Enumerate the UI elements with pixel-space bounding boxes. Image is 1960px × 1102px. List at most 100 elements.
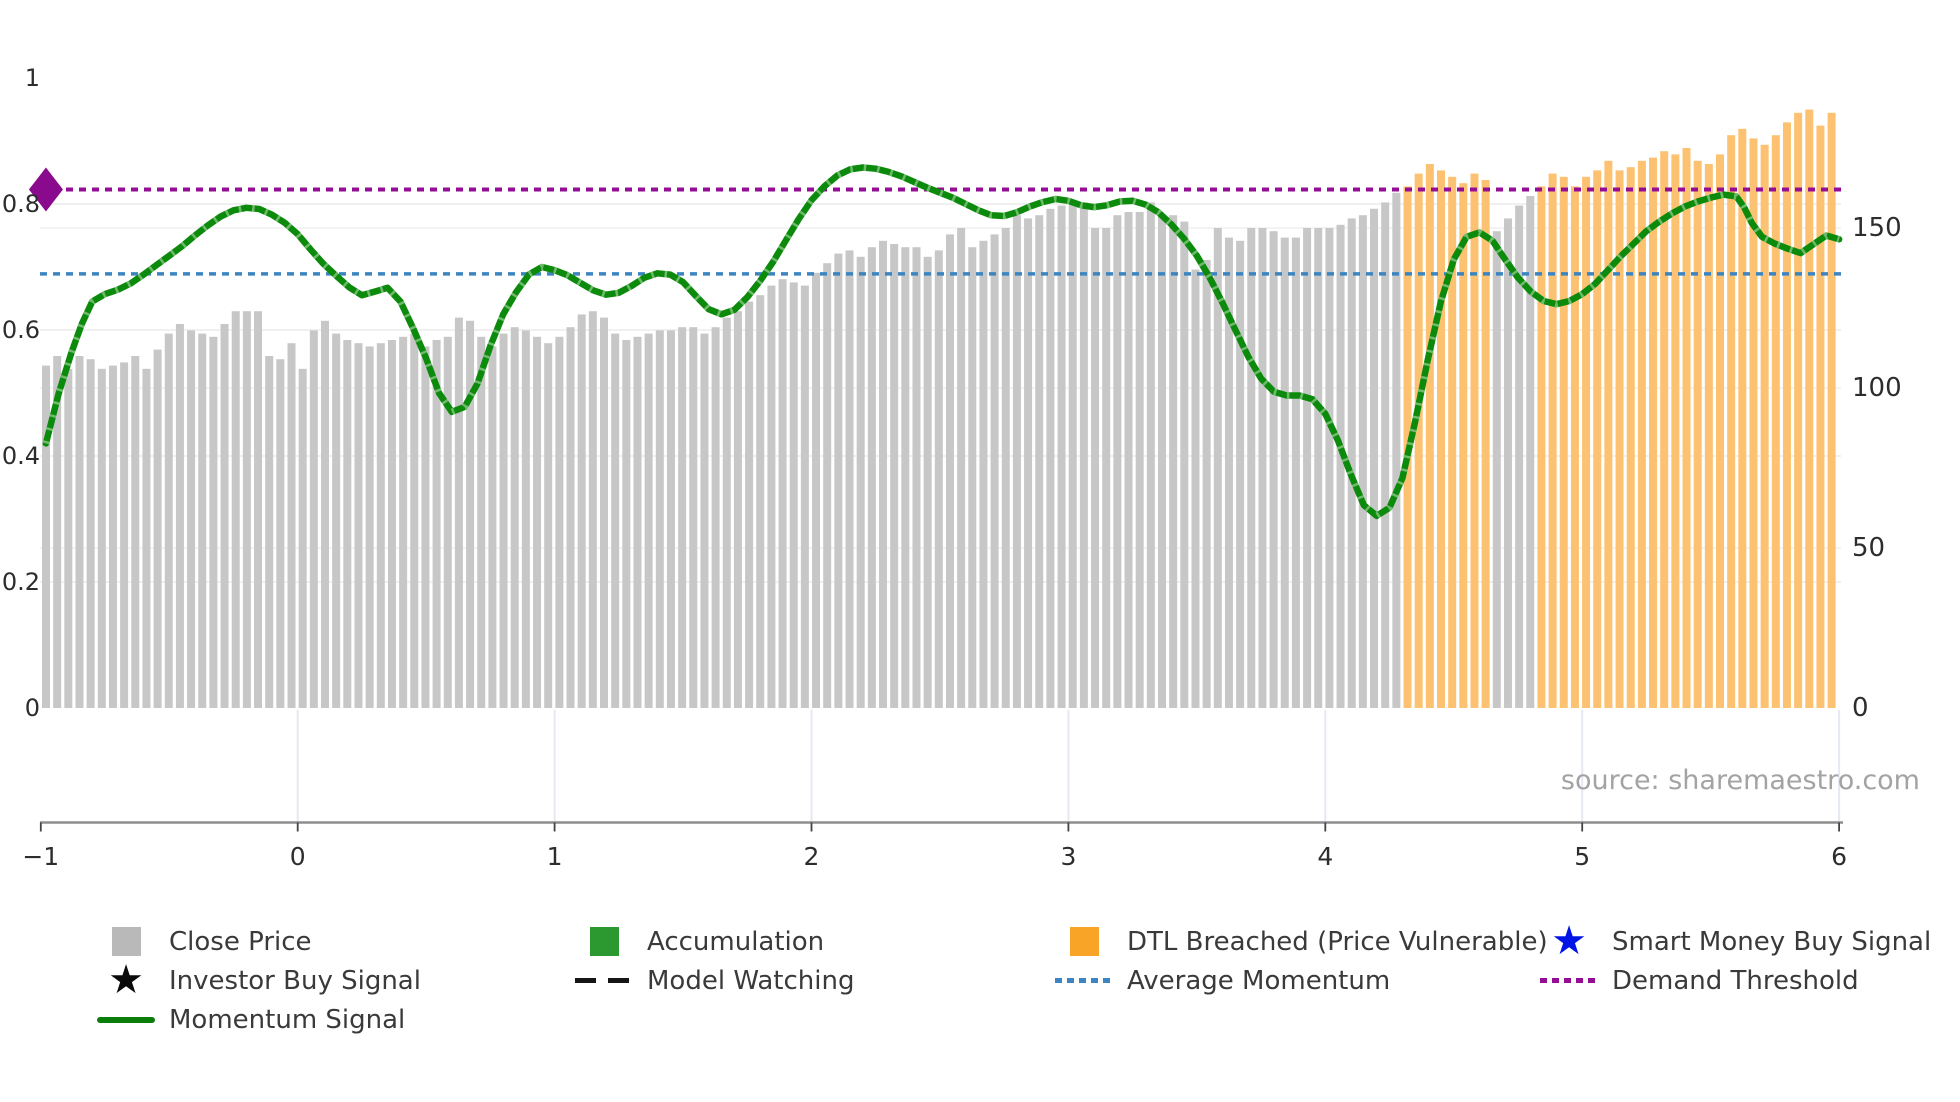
x-tick-label: 3 <box>1060 842 1077 871</box>
price-bar <box>1660 151 1669 708</box>
y-left-tick-label: 0 <box>24 694 40 722</box>
price-bar <box>1604 160 1613 709</box>
price-bar <box>276 359 285 708</box>
price-bar <box>823 263 832 708</box>
legend-column-1: Close Price ★ Investor Buy Signal Moment… <box>95 922 421 1039</box>
price-bar <box>1794 112 1803 709</box>
dtl-breached-swatch-icon <box>1069 927 1099 956</box>
price-bar <box>1124 212 1133 708</box>
price-bar <box>287 343 296 708</box>
legend-item-momentum-signal: Momentum Signal <box>95 1000 421 1039</box>
y-right-tick-label: 150 <box>1852 213 1902 243</box>
price-bar <box>1459 183 1468 708</box>
price-bar <box>1704 164 1713 708</box>
price-bar <box>555 336 564 708</box>
legend-item-accumulation: Accumulation <box>573 922 854 961</box>
price-bar <box>97 368 106 708</box>
price-bar <box>387 340 396 708</box>
price-bar <box>108 365 117 708</box>
price-bar <box>1001 228 1010 708</box>
price-bar <box>1291 237 1300 708</box>
accumulation-swatch-icon <box>589 927 619 956</box>
price-bar <box>309 330 318 708</box>
price-bar <box>1068 202 1077 708</box>
price-bar <box>1135 212 1144 708</box>
green-line-swatch-icon <box>97 1016 155 1023</box>
legend-item-model-watching: Model Watching <box>573 961 854 1000</box>
price-bar <box>1079 202 1088 708</box>
y-left-tick-label: 0.2 <box>1 568 40 596</box>
price-bar <box>1247 228 1256 708</box>
price-bar <box>187 330 196 708</box>
price-bar <box>722 317 731 708</box>
price-bar <box>778 279 787 708</box>
y-right-tick-label: 50 <box>1852 533 1886 563</box>
purple-dotted-line-icon <box>1540 978 1598 983</box>
price-bar <box>934 250 943 708</box>
price-bar <box>510 327 519 708</box>
legend-item-investor-buy-signal: ★ Investor Buy Signal <box>95 960 421 1000</box>
price-bar <box>521 330 530 708</box>
price-bar <box>1481 180 1490 708</box>
legend-label: Investor Buy Signal <box>169 965 421 996</box>
price-bar <box>1626 167 1635 708</box>
price-bar <box>142 368 151 708</box>
price-bar <box>856 256 865 708</box>
price-bar <box>666 330 675 708</box>
price-bar <box>812 272 821 708</box>
x-tick-label: 4 <box>1317 842 1334 871</box>
price-bar <box>800 285 809 708</box>
price-bar <box>1191 269 1200 708</box>
price-bar <box>745 301 754 708</box>
price-bar <box>1046 208 1055 709</box>
price-bar <box>488 346 497 708</box>
price-bar <box>1425 164 1434 708</box>
price-bar <box>1738 128 1747 709</box>
x-tick-label: 2 <box>803 842 820 871</box>
price-bar <box>75 356 84 708</box>
x-tick-label: 6 <box>1831 842 1848 871</box>
price-bar <box>1593 170 1602 708</box>
price-bar <box>209 336 218 708</box>
price-bar <box>1805 109 1814 709</box>
price-bar <box>1336 224 1345 709</box>
price-bar <box>120 362 129 708</box>
price-bar <box>533 336 542 708</box>
price-bar <box>1358 215 1367 708</box>
price-bar <box>242 311 251 708</box>
price-bar <box>1325 228 1334 708</box>
price-bar <box>711 327 720 708</box>
price-bar <box>1537 186 1546 708</box>
price-bar <box>1749 138 1758 708</box>
price-bar <box>1224 237 1233 708</box>
price-bar <box>254 311 263 708</box>
price-bar <box>544 343 553 708</box>
price-bar <box>466 320 475 708</box>
price-bar <box>655 330 664 708</box>
price-bar <box>789 282 798 708</box>
legend-item-demand-threshold: Demand Threshold <box>1538 961 1931 1000</box>
price-bar <box>231 311 240 708</box>
price-bar <box>1213 228 1222 708</box>
price-bar <box>1503 218 1512 708</box>
legend-item-average-momentum: Average Momentum <box>1053 961 1548 1000</box>
price-bar <box>1370 208 1379 709</box>
price-bar <box>1102 228 1111 708</box>
price-bar <box>633 336 642 708</box>
price-bar <box>365 346 374 708</box>
price-bar <box>86 359 95 708</box>
price-bar <box>332 333 341 708</box>
price-bar <box>1091 228 1100 708</box>
price-bar <box>1448 176 1457 709</box>
price-bar <box>354 343 363 708</box>
price-bar <box>566 327 575 708</box>
price-bar <box>1169 215 1178 708</box>
price-bar <box>1637 160 1646 709</box>
price-bar <box>756 295 765 708</box>
price-bar <box>1515 205 1524 708</box>
price-bar <box>1158 215 1166 708</box>
demand-threshold-marker <box>28 167 63 212</box>
y-left-tick-label: 0.4 <box>1 442 40 470</box>
price-bar <box>1180 221 1189 708</box>
price-bar <box>1381 202 1390 708</box>
